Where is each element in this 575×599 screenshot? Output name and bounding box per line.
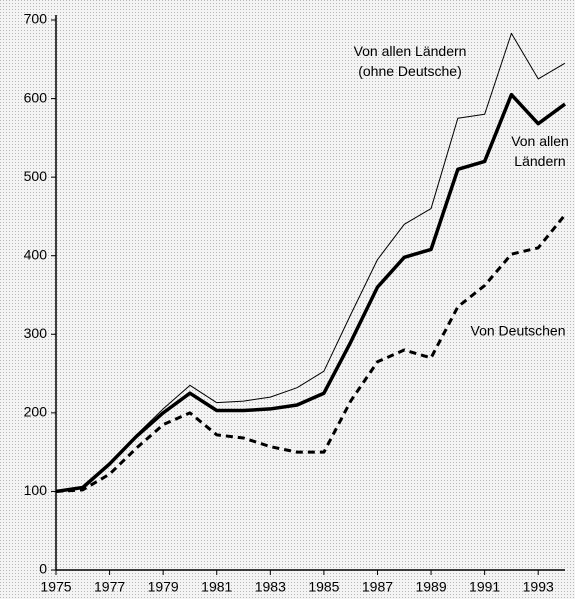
x-tick-label: 1981 bbox=[201, 579, 232, 595]
y-tick-label: 200 bbox=[24, 404, 48, 420]
x-tick-label: 1989 bbox=[415, 579, 446, 595]
y-tick-label: 0 bbox=[39, 561, 47, 577]
x-tick-label: 1975 bbox=[40, 579, 71, 595]
y-tick-label: 700 bbox=[24, 11, 48, 27]
series-label: Von allen Ländern bbox=[511, 133, 569, 169]
x-tick-label: 1993 bbox=[523, 579, 554, 595]
y-tick-label: 400 bbox=[24, 246, 48, 262]
x-tick-label: 1991 bbox=[469, 579, 500, 595]
series-line bbox=[55, 213, 567, 493]
x-tick-label: 1979 bbox=[148, 579, 179, 595]
series-label: Von allen Ländern (ohne Deutsche) bbox=[354, 43, 467, 79]
series-label: Von Deutschen bbox=[471, 323, 566, 339]
y-tick-label: 500 bbox=[24, 168, 48, 184]
x-tick-label: 1985 bbox=[308, 579, 339, 595]
y-tick-label: 100 bbox=[24, 482, 48, 498]
x-tick-label: 1987 bbox=[362, 579, 393, 595]
y-tick-label: 600 bbox=[24, 89, 48, 105]
x-tick-label: 1983 bbox=[255, 579, 286, 595]
x-tick-label: 1977 bbox=[94, 579, 125, 595]
y-tick-label: 300 bbox=[24, 325, 48, 341]
series-line bbox=[55, 92, 567, 494]
